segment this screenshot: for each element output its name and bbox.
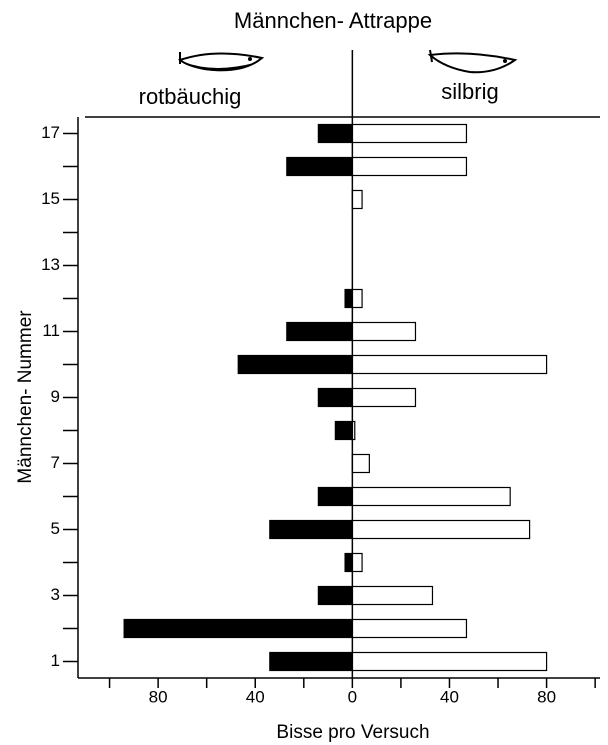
bar <box>351 123 468 144</box>
bar <box>351 156 468 177</box>
x-tick-label: 40 <box>440 687 459 706</box>
bar <box>237 354 353 375</box>
bar <box>317 387 353 408</box>
bar <box>351 453 370 474</box>
bar <box>351 519 531 540</box>
bar <box>123 618 353 639</box>
bar <box>286 156 353 177</box>
y-tick-label: 17 <box>41 123 60 142</box>
bar <box>351 651 548 672</box>
bar <box>351 189 363 210</box>
x-axis-label: Bisse pro Versuch <box>276 722 429 743</box>
x-tick-label: 0 <box>348 687 357 706</box>
legend-right: silbrig <box>441 79 498 104</box>
bar <box>317 123 353 144</box>
legend-left: rotbäuchig <box>139 84 242 109</box>
x-tick-label: 80 <box>149 687 168 706</box>
bar <box>269 519 353 540</box>
bar <box>317 585 353 606</box>
y-axis-label: Männchen- Nummer <box>15 310 36 484</box>
bar <box>334 420 353 441</box>
bar <box>351 552 363 573</box>
bar <box>286 321 353 342</box>
bar <box>344 288 353 309</box>
bar <box>351 585 434 606</box>
y-tick-label: 11 <box>42 321 60 340</box>
y-tick-label: 3 <box>51 585 60 604</box>
y-tick-label: 1 <box>51 651 60 670</box>
bar <box>317 486 353 507</box>
y-tick-label: 5 <box>51 519 60 538</box>
x-tick-label: 40 <box>246 687 265 706</box>
chart-title: Männchen- Attrappe <box>234 8 432 33</box>
fish-left <box>177 52 265 72</box>
bar <box>351 618 468 639</box>
y-tick-label: 9 <box>51 387 60 406</box>
bar <box>351 321 417 342</box>
fish-right <box>427 49 518 74</box>
y-tick-label: 15 <box>41 189 60 208</box>
bar <box>344 552 353 573</box>
bar <box>351 387 417 408</box>
y-tick-label: 7 <box>51 453 60 472</box>
bar <box>351 486 511 507</box>
y-tick-label: 13 <box>41 255 60 274</box>
bar <box>351 288 363 309</box>
bar <box>351 354 548 375</box>
x-tick-label: 80 <box>537 687 556 706</box>
bar <box>269 651 353 672</box>
